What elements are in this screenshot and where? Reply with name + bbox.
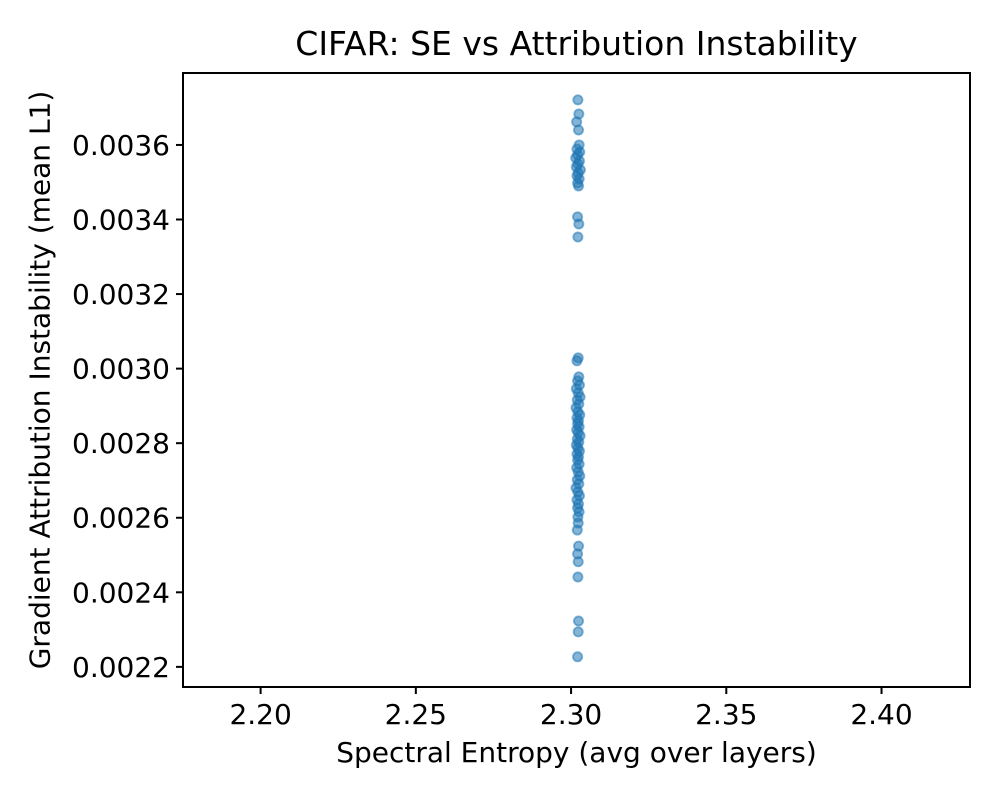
scatter-point bbox=[572, 571, 584, 583]
x-tick-label: 2.35 bbox=[695, 698, 757, 731]
y-tick-label: 0.0036 bbox=[72, 129, 170, 162]
chart-title: CIFAR: SE vs Attribution Instability bbox=[295, 24, 858, 63]
x-tick-label: 2.30 bbox=[540, 698, 602, 731]
scatter-point bbox=[573, 180, 585, 192]
x-axis-label: Spectral Entropy (avg over layers) bbox=[336, 736, 817, 769]
x-tick-label: 2.40 bbox=[850, 698, 912, 731]
scatter-point bbox=[572, 651, 584, 663]
scatter-point bbox=[572, 231, 584, 243]
x-tick-label: 2.20 bbox=[229, 698, 291, 731]
scatter-point bbox=[571, 355, 583, 367]
scatter-point bbox=[573, 124, 585, 136]
y-tick-label: 0.0034 bbox=[72, 204, 170, 237]
y-axis-label: Gradient Attribution Instability (mean L… bbox=[23, 90, 57, 670]
x-tick-label: 2.25 bbox=[385, 698, 447, 731]
scatter-point bbox=[571, 524, 583, 536]
y-tick-label: 0.0026 bbox=[72, 502, 170, 535]
scatter-point bbox=[572, 94, 584, 106]
y-tick-label: 0.0030 bbox=[72, 353, 170, 386]
plot-border bbox=[182, 72, 971, 688]
scatter-point bbox=[572, 626, 584, 638]
y-tick-label: 0.0032 bbox=[72, 278, 170, 311]
scatter-point bbox=[573, 218, 585, 230]
scatter-point bbox=[572, 556, 584, 568]
y-tick-label: 0.0024 bbox=[72, 576, 170, 609]
scatter-point bbox=[573, 615, 585, 627]
y-tick-label: 0.0022 bbox=[72, 651, 170, 684]
y-tick-label: 0.0028 bbox=[72, 427, 170, 460]
